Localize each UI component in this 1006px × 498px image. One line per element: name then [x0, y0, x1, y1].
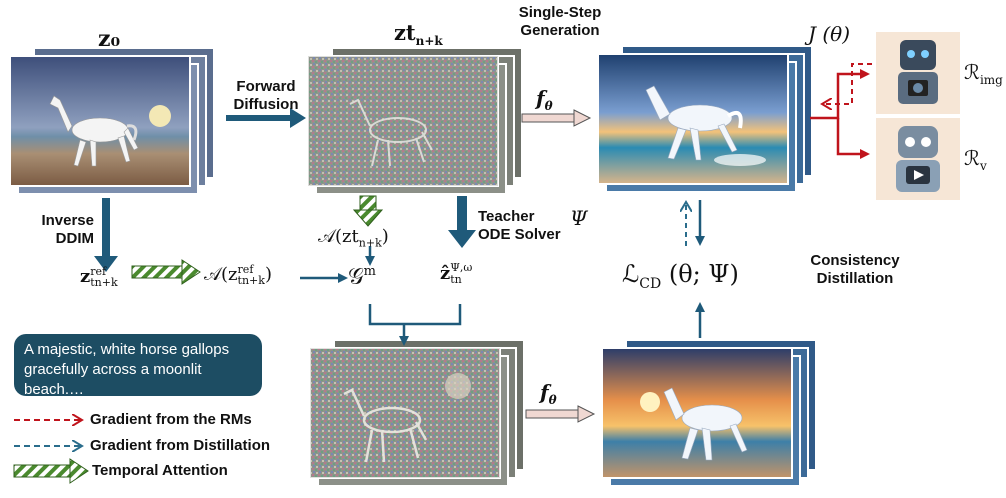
f-theta-arrow-bottom: [525, 405, 596, 423]
label-f-theta-bottom: fθ: [540, 380, 557, 407]
image-stack-noisy-bottom: [309, 339, 525, 487]
label-L-cd: ℒCD (θ; Ψ): [622, 260, 739, 292]
label-z-hat: ẑ Ψ,ω tn: [440, 261, 473, 286]
label-single-step-generation: Single-Step Generation: [518, 4, 602, 39]
f-theta-arrow-top: [521, 109, 592, 127]
text-prompt-box: A majestic, white horse gallops graceful…: [14, 334, 262, 398]
legend-text-distillation: Gradient from Distillation: [90, 437, 271, 454]
image-stack-output-bottom: [601, 339, 817, 487]
label-teacher-ode-solver: Teacher ODE Solver: [478, 208, 561, 243]
teacher-ode-arrow: [448, 196, 476, 248]
label-psi: Ψ: [570, 206, 588, 230]
temporal-attention-arrow-vertical: [352, 195, 384, 227]
reward-model-video-robot-icon: [876, 118, 960, 200]
label-J-theta: J (θ): [808, 22, 851, 46]
label-R-v: ℛv: [964, 146, 987, 173]
forward-diffusion-arrow: [226, 108, 306, 128]
horse-figure: [49, 95, 139, 167]
reward-model-img-robot-icon: [876, 32, 960, 114]
temporal-attention-arrow-horizontal: [131, 259, 201, 285]
inverse-ddim-arrow: [94, 198, 118, 272]
label-R-img: ℛimg: [964, 60, 1003, 87]
label-f-theta-top: fθ: [536, 86, 553, 113]
label-z-tnk: ztn+k: [394, 20, 443, 49]
label-inverse-ddim: Inverse DDIM: [41, 212, 94, 247]
reward-connectors: [810, 63, 872, 159]
label-forward-diffusion: Forward Diffusion: [233, 78, 299, 113]
label-consistency-distillation: Consistency Distillation: [810, 252, 900, 287]
image-stack-output-top: [597, 45, 813, 193]
label-A-z: 𝒜(ztn+k): [318, 226, 389, 250]
label-z-ref: z ref tn+k: [80, 265, 118, 289]
label-A-zref: 𝒜(z ref tn+k): [204, 263, 272, 287]
merge-connector: [368, 304, 462, 342]
legend-text-rm: Gradient from the RMs: [90, 411, 252, 428]
legend-text-temporal-attention: Temporal Attention: [92, 462, 228, 479]
legend-hatched-arrow: [13, 458, 89, 484]
label-G-m: 𝒢m: [348, 264, 376, 290]
image-stack-z0: [9, 47, 215, 195]
label-z0: z₀: [98, 26, 121, 52]
image-stack-noisy-top: [307, 47, 523, 195]
